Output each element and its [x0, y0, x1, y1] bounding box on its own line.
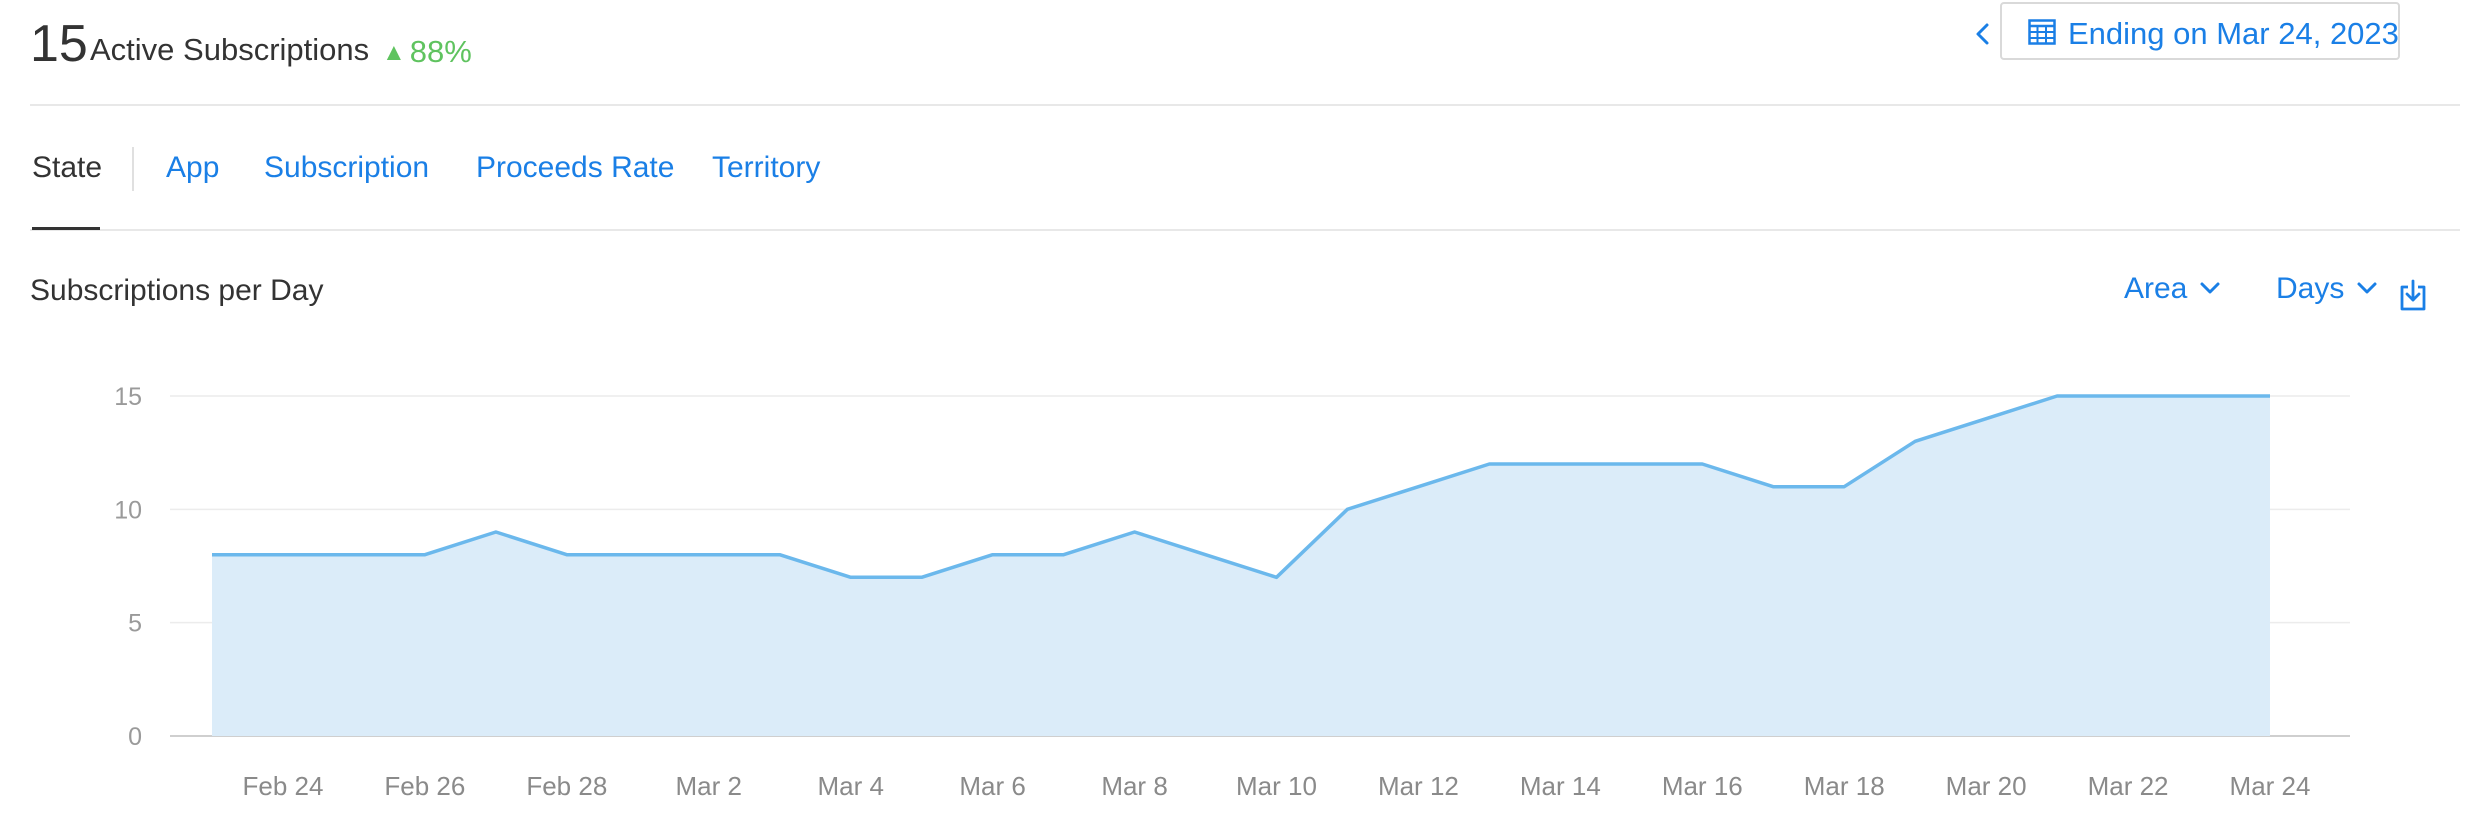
tab-app[interactable]: App	[166, 151, 220, 184]
chart-type-dropdown[interactable]: Area	[2124, 272, 2221, 306]
chevron-down-icon	[2200, 282, 2220, 294]
growth-badge: ▲ 88%	[382, 34, 472, 70]
subscriptions-area-chart: 0 5 10 15 Feb 24 Feb 26 Feb 28 Mar 2 Mar 4 Mar 6…	[114, 383, 2350, 801]
tab-territory[interactable]: Territory	[712, 151, 821, 184]
y-tick-label: 5	[128, 610, 142, 638]
x-tick-label: Mar 18	[1804, 771, 1885, 801]
active-subscriptions-label: Active Subscriptions	[90, 32, 370, 67]
x-tick-label: Feb 28	[526, 771, 607, 801]
x-tick-label: Mar 12	[1378, 771, 1459, 801]
y-tick-label: 10	[114, 496, 142, 524]
date-range-label: Ending on Mar 24, 2023	[2068, 16, 2399, 51]
date-range-button[interactable]: Ending on Mar 24, 2023	[2000, 2, 2400, 60]
tab-subscription[interactable]: Subscription	[264, 151, 430, 184]
x-tick-label: Mar 10	[1236, 771, 1317, 801]
chart-title: Subscriptions per Day	[30, 274, 324, 307]
x-tick-label: Mar 24	[2230, 771, 2311, 801]
calendar-icon	[2028, 18, 2056, 54]
active-tab-indicator	[32, 227, 100, 230]
x-tick-label: Mar 2	[676, 771, 742, 801]
summary-header: 15 Active Subscriptions ▲ 88%	[30, 0, 2460, 106]
series-line	[212, 394, 2270, 580]
growth-value: 88%	[409, 34, 472, 69]
x-tick-label: Mar 4	[817, 771, 883, 801]
x-tick-label: Mar 8	[1101, 771, 1167, 801]
x-tick-label: Feb 26	[384, 771, 465, 801]
x-tick-label: Mar 6	[959, 771, 1025, 801]
tab-divider	[132, 147, 134, 191]
y-tick-label: 0	[128, 723, 142, 751]
download-icon	[2400, 279, 2426, 311]
download-button[interactable]	[2398, 278, 2428, 317]
period-dropdown[interactable]: Days	[2276, 272, 2378, 306]
y-tick-label: 15	[114, 383, 142, 411]
chevron-down-icon	[2357, 282, 2377, 294]
tab-bar: State App Subscription Proceeds Rate Ter…	[30, 105, 2460, 231]
active-subscriptions-count: 15	[30, 15, 88, 73]
x-tick-label: Mar 20	[1946, 771, 2027, 801]
x-tick-label: Mar 22	[2088, 771, 2169, 801]
x-tick-label: Mar 14	[1520, 771, 1601, 801]
tab-state[interactable]: State	[32, 151, 103, 184]
previous-period-button[interactable]	[1968, 16, 1998, 52]
chevron-left-icon	[1976, 23, 1989, 45]
up-triangle-icon: ▲	[382, 39, 406, 66]
x-tick-label: Feb 24	[242, 771, 323, 801]
period-value: Days	[2276, 272, 2345, 305]
x-tick-label: Mar 16	[1662, 771, 1743, 801]
chart-type-value: Area	[2124, 272, 2188, 305]
tab-proceeds-rate[interactable]: Proceeds Rate	[476, 151, 675, 184]
